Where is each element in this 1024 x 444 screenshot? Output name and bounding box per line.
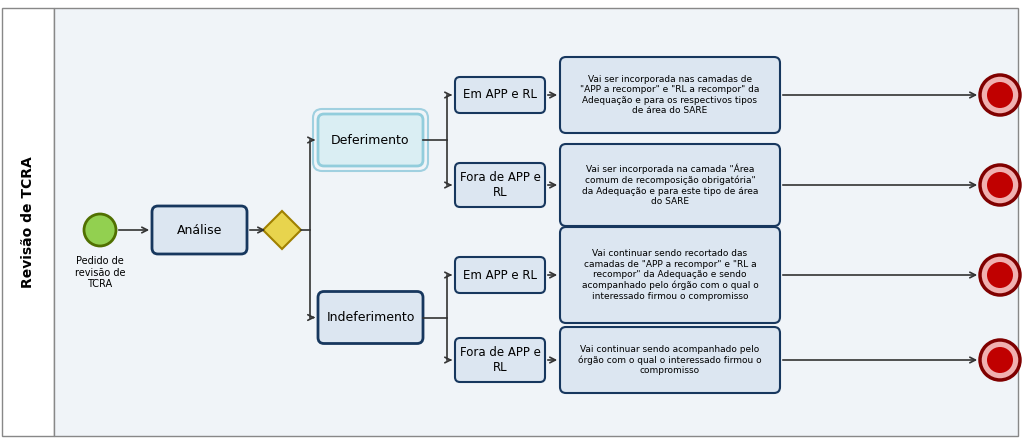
Text: Vai ser incorporada nas camadas de
"APP a recompor" e "RL a recompor" da
Adequaç: Vai ser incorporada nas camadas de "APP … <box>581 75 760 115</box>
Circle shape <box>987 82 1013 108</box>
Text: Deferimento: Deferimento <box>331 134 410 147</box>
Text: Vai continuar sendo acompanhado pelo
órgão com o qual o interessado firmou o
com: Vai continuar sendo acompanhado pelo órg… <box>579 345 762 375</box>
Circle shape <box>84 214 116 246</box>
Text: Em APP e RL: Em APP e RL <box>463 269 537 281</box>
Text: Vai continuar sendo recortado das
camadas de "APP a recompor" e "RL a
recompor" : Vai continuar sendo recortado das camada… <box>582 250 759 301</box>
Circle shape <box>980 255 1020 295</box>
FancyBboxPatch shape <box>560 227 780 323</box>
Text: Análise: Análise <box>177 223 222 237</box>
Circle shape <box>980 165 1020 205</box>
FancyBboxPatch shape <box>455 77 545 113</box>
FancyBboxPatch shape <box>560 144 780 226</box>
Text: Indeferimento: Indeferimento <box>327 311 415 324</box>
Text: Vai ser incorporada na camada "Área
comum de recomposição obrigatória"
da Adequa: Vai ser incorporada na camada "Área comu… <box>582 164 758 206</box>
Circle shape <box>987 347 1013 373</box>
Circle shape <box>980 340 1020 380</box>
FancyBboxPatch shape <box>455 257 545 293</box>
FancyBboxPatch shape <box>318 292 423 344</box>
FancyBboxPatch shape <box>560 327 780 393</box>
Bar <box>2 8 54 436</box>
Circle shape <box>987 172 1013 198</box>
Circle shape <box>987 262 1013 288</box>
Text: Em APP e RL: Em APP e RL <box>463 88 537 102</box>
Text: Pedido de
revisão de
TCRA: Pedido de revisão de TCRA <box>75 256 125 289</box>
Polygon shape <box>263 211 301 249</box>
Text: Fora de APP e
RL: Fora de APP e RL <box>460 346 541 374</box>
FancyBboxPatch shape <box>318 114 423 166</box>
FancyBboxPatch shape <box>455 163 545 207</box>
FancyBboxPatch shape <box>152 206 247 254</box>
Circle shape <box>980 75 1020 115</box>
FancyBboxPatch shape <box>560 57 780 133</box>
Text: Revisão de TCRA: Revisão de TCRA <box>22 156 35 288</box>
Text: Fora de APP e
RL: Fora de APP e RL <box>460 171 541 199</box>
FancyBboxPatch shape <box>455 338 545 382</box>
